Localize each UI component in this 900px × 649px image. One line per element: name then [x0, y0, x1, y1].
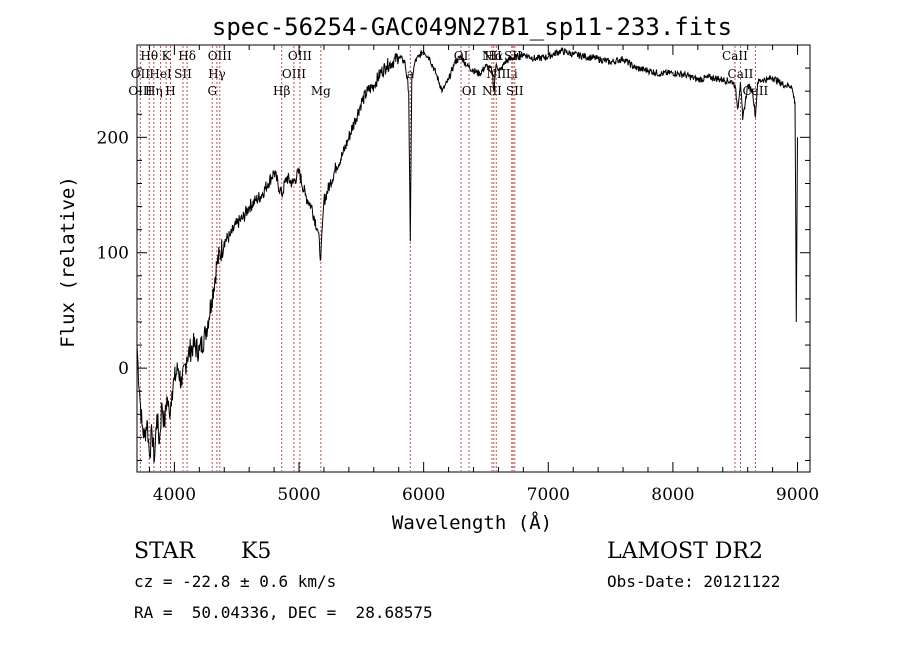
- plot-frame: [136, 44, 811, 473]
- spectrum-line: [136, 46, 798, 463]
- spectral-line-label: HeI: [149, 67, 172, 81]
- ra-dec: RA = 50.04336, DEC = 28.68575: [134, 603, 433, 622]
- chart-title: spec-56254-GAC049N27B1_sp11-233.fits: [212, 13, 732, 41]
- obs-date: Obs-Date: 20121122: [607, 572, 781, 591]
- y-axis-label: Flux (relative): [57, 176, 79, 348]
- spectral-line-label: OIII: [288, 49, 312, 63]
- x-tick-label: 4000: [153, 485, 196, 505]
- y-axis: 0 100 200: [97, 67, 810, 461]
- spectral-line-label: OII: [131, 67, 151, 81]
- x-tick-label: 9000: [776, 485, 819, 505]
- x-axis-label: Wavelength (Å): [392, 511, 552, 534]
- spectral-line-label: Hδ: [178, 49, 196, 63]
- spectral-line-label: a: [407, 67, 414, 81]
- spectral-line-label: NII: [482, 49, 502, 63]
- spectral-line-label: CaII: [728, 67, 754, 81]
- y-tick-label: 0: [118, 359, 129, 379]
- y-tick-label: 100: [97, 244, 129, 264]
- spectral-line-label: CaII: [722, 49, 748, 63]
- spectral-line-label: NII: [482, 84, 502, 98]
- x-tick-label: 6000: [402, 485, 445, 505]
- spectral-line-label: OIII: [208, 49, 232, 63]
- x-tick-label: 7000: [527, 485, 570, 505]
- x-axis: 4000 5000 6000 7000 8000 9000: [148, 45, 819, 505]
- spectral-line-label: Hγ: [208, 67, 226, 81]
- spectral-line-label: Hθ: [140, 49, 158, 63]
- spectral-line-label: Mg: [311, 84, 331, 98]
- x-tick-label: 5000: [277, 485, 320, 505]
- x-tick-label: 8000: [651, 485, 694, 505]
- spectral-line-markers: [139, 46, 756, 471]
- redshift-cz: cz = -22.8 ± 0.6 km/s: [134, 572, 337, 591]
- spectral-line-label: K: [162, 49, 172, 63]
- spectral-line-label: SII: [506, 84, 524, 98]
- spectral-line-label: OI: [462, 84, 477, 98]
- survey-name: LAMOST DR2: [607, 539, 763, 564]
- y-tick-label: 200: [97, 128, 129, 148]
- spectral-line-label: Hη: [145, 84, 163, 98]
- object-subclass: K5: [241, 539, 272, 564]
- spectral-line-label: H: [165, 84, 175, 98]
- spectral-line-label: Li: [506, 67, 518, 81]
- spectral-line-label: G: [207, 84, 217, 98]
- spectral-line-label: SII: [174, 67, 192, 81]
- spectral-line-label: OIII: [282, 67, 306, 81]
- spectral-line-label: Hα: [485, 49, 504, 63]
- spectral-line-label: Hβ: [273, 84, 290, 98]
- object-type: STAR: [134, 539, 195, 564]
